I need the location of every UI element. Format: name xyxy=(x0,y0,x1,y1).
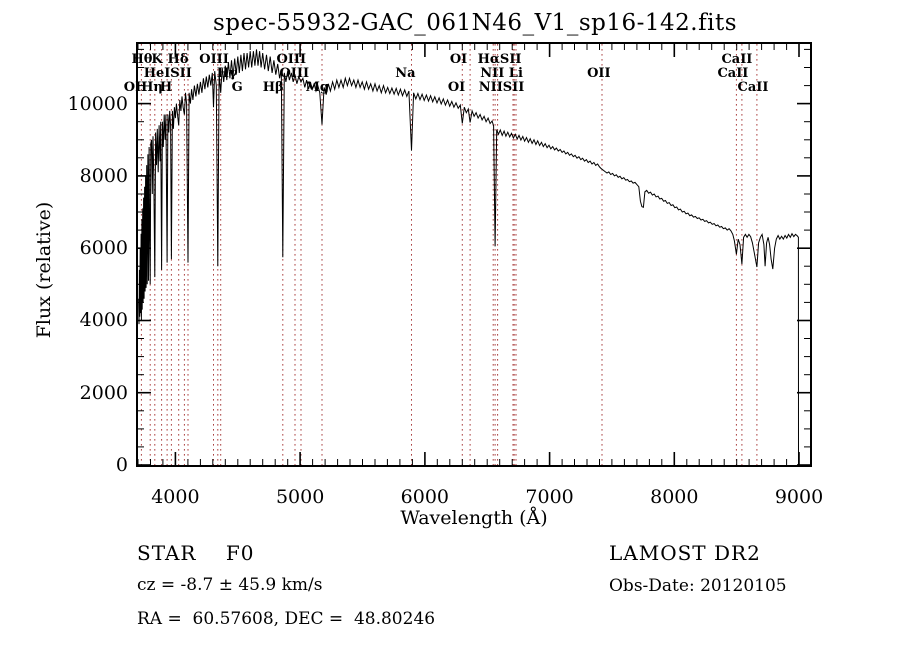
x-tick-label: 8000 xyxy=(650,486,699,508)
plot-frame xyxy=(136,42,812,467)
object-type-label: STAR F0 xyxy=(137,541,255,565)
spectral-line-label: OIII xyxy=(276,52,307,67)
x-axis-title: Wavelength (Å) xyxy=(400,507,548,529)
spectral-line-label: NIISII xyxy=(478,80,525,95)
spectral-line-label: Hθ xyxy=(131,52,153,67)
spectral-line-label: Hη xyxy=(141,80,163,95)
plot-title: spec-55932-GAC_061N46_V1_sp16-142.fits xyxy=(212,10,738,36)
cz-value: cz = -8.7 ± 45.9 km/s xyxy=(137,575,323,595)
spectral-line-label: CaII xyxy=(717,66,749,81)
spectral-line-label: OII xyxy=(123,80,148,95)
x-tick-label: 7000 xyxy=(525,486,574,508)
y-tick-label: 10000 xyxy=(67,92,128,115)
y-tick-label: 8000 xyxy=(79,164,128,187)
spectral-line-label: OIII xyxy=(279,66,310,81)
spectral-line-label: OIII xyxy=(199,52,229,67)
spectral-line-label: HαSII xyxy=(477,52,522,67)
y-tick-label: 6000 xyxy=(79,237,128,260)
spectral-line-label: K xyxy=(151,52,163,67)
spectral-line-label: Mg xyxy=(305,80,329,95)
spectral-line-label: CaII xyxy=(737,80,769,95)
spectral-line-label: H xyxy=(159,80,173,95)
y-tick-label: 4000 xyxy=(79,309,128,332)
y-tick-label: 2000 xyxy=(79,381,128,404)
spectral-line-label: NII Li xyxy=(480,66,523,81)
spectral-line-label: HeI xyxy=(143,66,171,81)
spectral-line-label: Hβ xyxy=(262,80,284,95)
spectral-line-label: OII xyxy=(587,66,611,81)
x-tick-label: 9000 xyxy=(774,486,824,508)
spectral-line-label: CaII xyxy=(721,52,753,67)
spectral-line-label: OI xyxy=(449,52,468,67)
spectral-line-label: Hγ xyxy=(216,66,238,81)
ra-dec: RA = 60.57608, DEC = 48.80246 xyxy=(137,609,436,629)
y-tick-label: 0 xyxy=(115,454,128,476)
spectrum-chart xyxy=(138,44,810,465)
x-tick-label: 5000 xyxy=(275,486,325,508)
spectrum-trace xyxy=(138,49,799,465)
x-tick-label: 4000 xyxy=(151,486,200,508)
spectral-line-label: G xyxy=(231,80,243,95)
spectral-line-label: Na xyxy=(395,66,416,81)
x-tick-label: 6000 xyxy=(400,486,450,508)
survey-label: LAMOST DR2 xyxy=(609,541,761,565)
spectral-line-label: SII xyxy=(170,66,192,81)
spectral-line-label: Hδ xyxy=(167,52,189,67)
spectral-line-label: OI xyxy=(447,80,466,95)
obs-date: Obs-Date: 20120105 xyxy=(609,576,787,596)
